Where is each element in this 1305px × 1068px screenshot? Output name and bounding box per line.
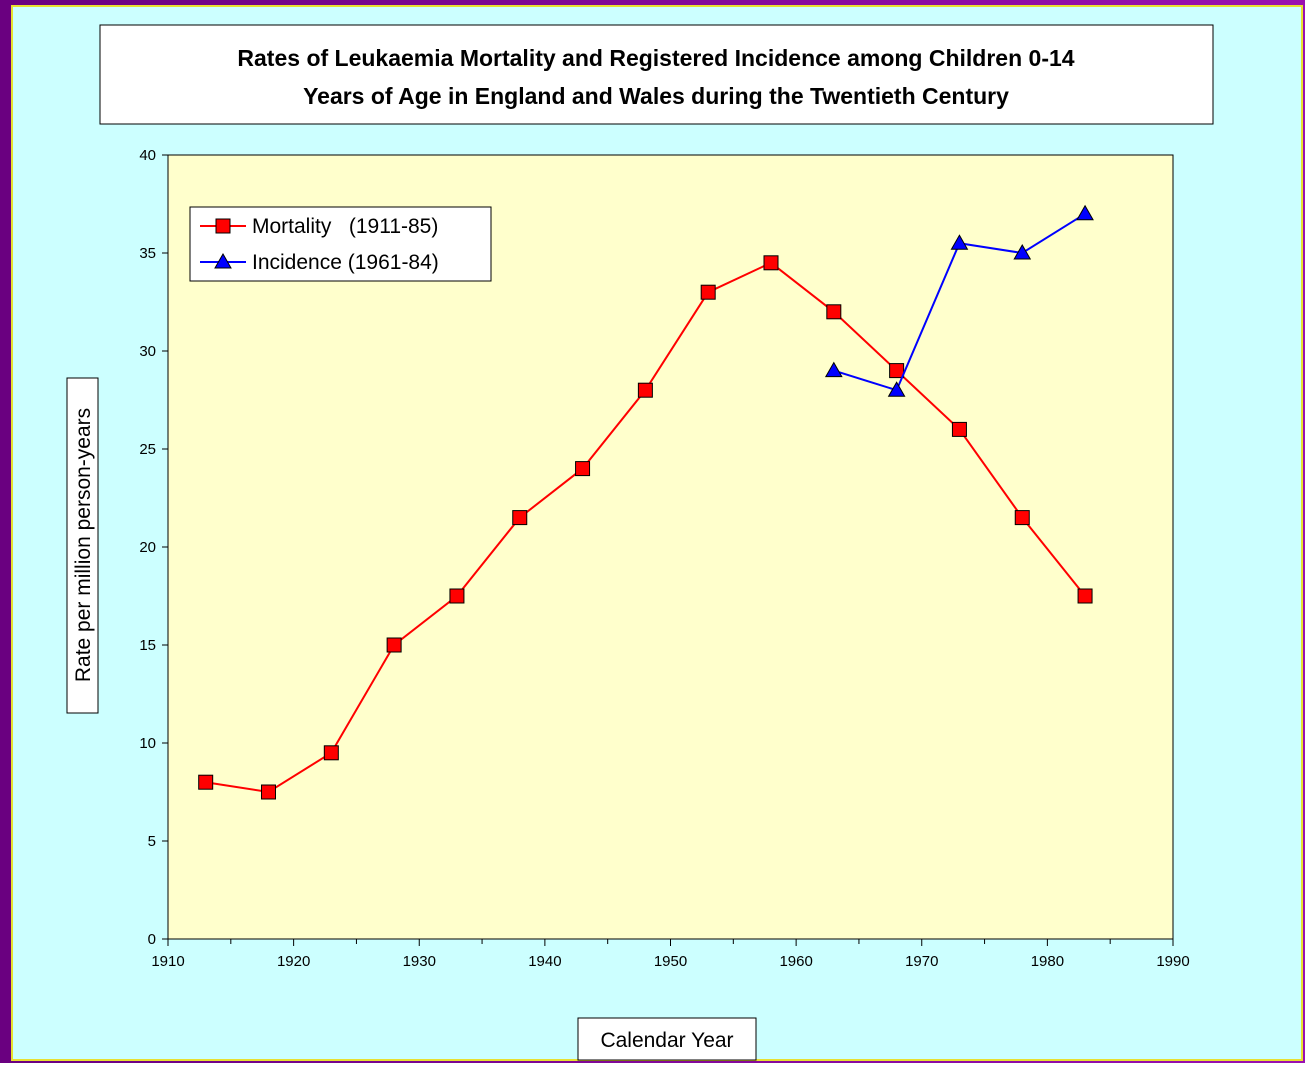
y-tick-label: 20 xyxy=(139,539,156,556)
y-tick-label: 0 xyxy=(148,931,156,948)
legend-label: Mortality (1911-85) xyxy=(252,215,438,238)
marker xyxy=(824,361,843,378)
x-axis-label: Calendar Year xyxy=(600,1029,733,1052)
x-tick-label: 1970 xyxy=(905,953,938,970)
marker xyxy=(887,381,906,397)
x-tick-label: 1930 xyxy=(403,953,436,970)
chart-title: Rates of Leukaemia Mortality and Registe… xyxy=(237,45,1074,71)
y-tick-label: 5 xyxy=(148,833,156,850)
marker xyxy=(214,252,232,269)
y-label-box xyxy=(66,377,99,714)
x-tick-label: 1940 xyxy=(528,953,561,970)
marker xyxy=(575,461,591,477)
y-tick-label: 25 xyxy=(139,441,156,458)
marker xyxy=(1077,588,1093,604)
y-tick-label: 40 xyxy=(139,147,156,164)
marker xyxy=(323,745,339,761)
x-tick-label: 1910 xyxy=(151,953,184,970)
x-tick-label: 1920 xyxy=(277,953,310,970)
marker xyxy=(198,774,214,790)
x-tick-label: 1980 xyxy=(1031,953,1064,970)
plot-area xyxy=(167,154,1174,940)
marker xyxy=(637,382,653,398)
marker xyxy=(763,255,779,271)
legend-box xyxy=(189,206,492,282)
marker xyxy=(889,363,905,379)
marker xyxy=(386,637,402,653)
title-box xyxy=(99,24,1214,125)
marker xyxy=(950,234,969,250)
marker xyxy=(261,784,276,800)
x-tick-label: 1950 xyxy=(654,953,687,970)
marker xyxy=(1076,204,1094,221)
y-tick-label: 10 xyxy=(139,735,156,752)
marker xyxy=(951,421,967,437)
x-tick-label: 1960 xyxy=(779,953,812,970)
marker xyxy=(1014,510,1030,526)
y-tick-label: 15 xyxy=(139,637,156,654)
y-axis-label: Rate per million person-years xyxy=(72,408,95,682)
x-label-box xyxy=(577,1017,757,1061)
chart-title: Years of Age in England and Wales during… xyxy=(303,83,1009,109)
marker xyxy=(215,218,231,234)
x-tick-label: 1990 xyxy=(1156,953,1189,970)
legend-label: Incidence (1961-84) xyxy=(252,251,439,274)
marker xyxy=(512,510,528,526)
marker xyxy=(449,588,465,604)
y-tick-label: 35 xyxy=(139,245,156,262)
marker xyxy=(700,284,716,300)
marker xyxy=(1013,243,1032,260)
marker xyxy=(826,304,842,320)
y-tick-label: 30 xyxy=(139,343,156,360)
